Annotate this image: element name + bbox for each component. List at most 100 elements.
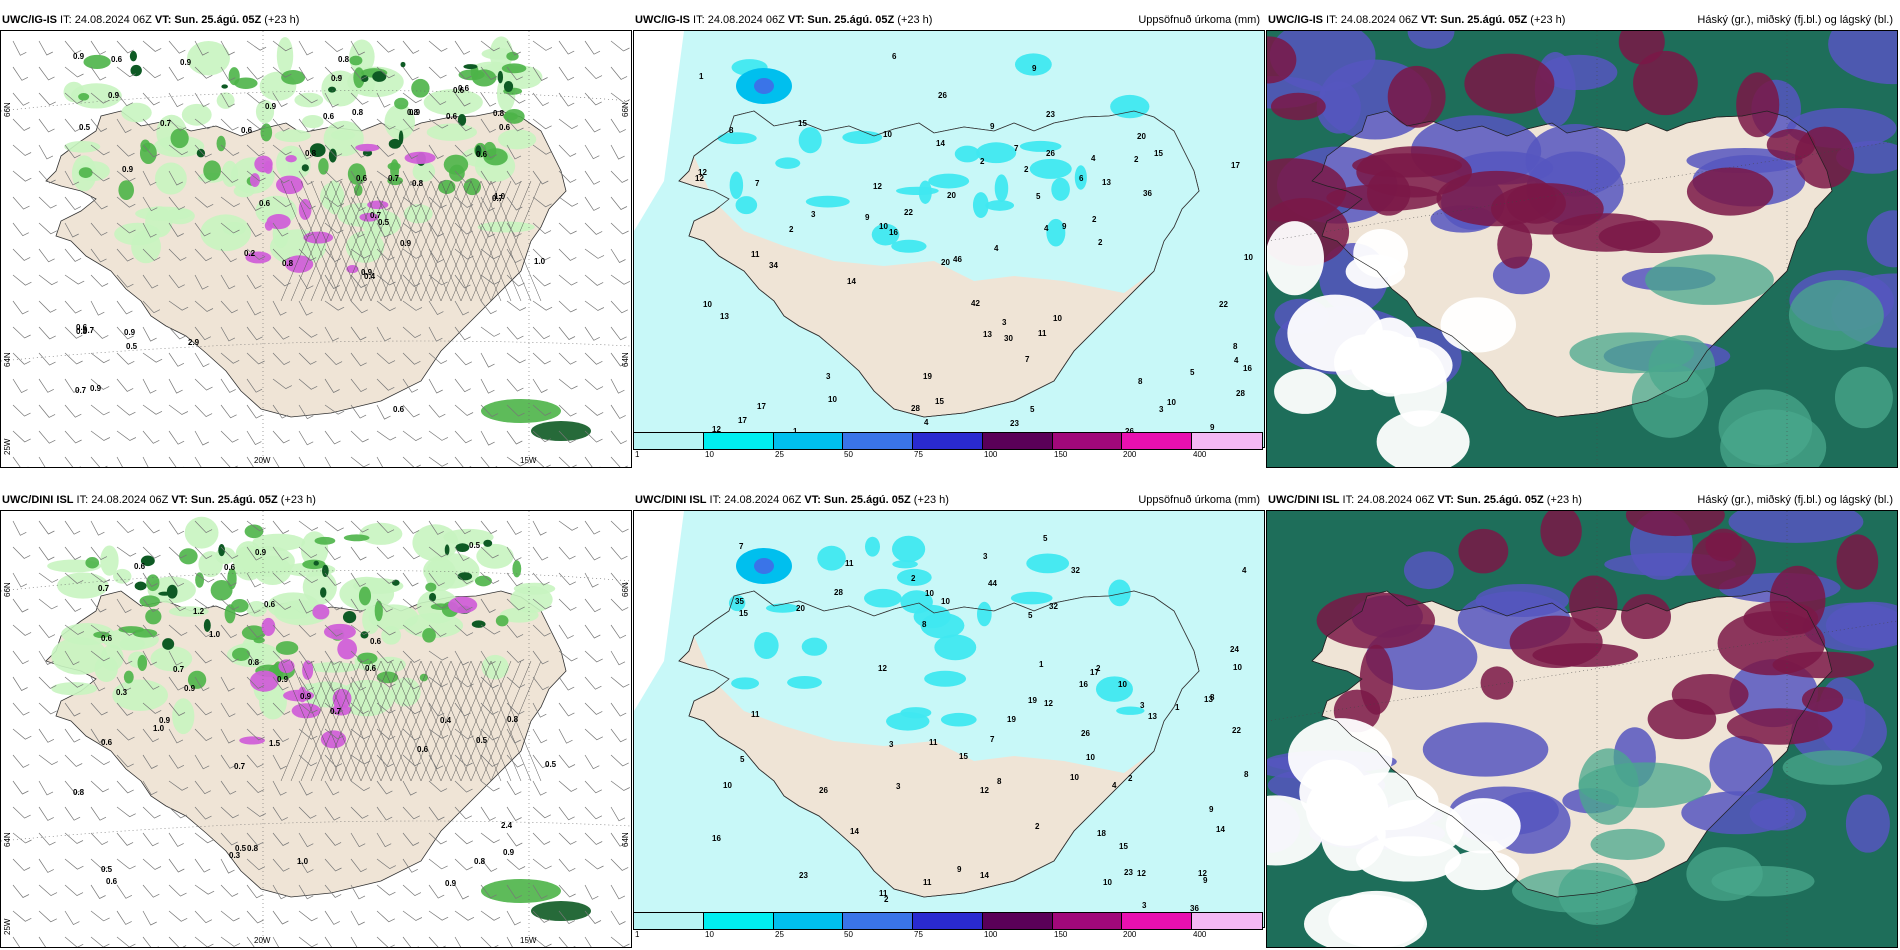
wind-value-label: 0.9 [361, 268, 373, 277]
precip-area-light [181, 103, 212, 126]
wind-value-label: 0.6 [370, 637, 382, 646]
wind-value-label: 1.2 [193, 607, 205, 616]
wind-value-label: 1.0 [209, 630, 221, 639]
precip-area-dark [455, 543, 470, 552]
precip-value-label: 15 [1119, 842, 1128, 851]
wind-panel: UWC/IG-IS IT: 24.08.2024 06Z VT: Sun. 25… [0, 14, 632, 470]
wind-value-label: 0.9 [159, 716, 171, 725]
lat-label: 64N [3, 832, 12, 847]
precip-area-dark [531, 421, 591, 441]
low-cloud-area [1828, 31, 1897, 85]
high-cloud-area [1578, 748, 1639, 825]
snow-area [278, 659, 295, 673]
precip-area-dark [328, 148, 337, 163]
issue-label: IT: 24.08.2024 06Z [1323, 14, 1421, 26]
wind-value-label: 0.6 [453, 86, 465, 95]
low-cloud-area [1749, 797, 1807, 831]
precip-area-mid [314, 536, 336, 545]
precip-value-label: 1 [1175, 703, 1180, 712]
precip-value-label: 14 [980, 871, 989, 880]
colorbar [633, 912, 1263, 930]
wind-value-label: 0.9 [331, 74, 343, 83]
colorbar-tick: 10 [705, 450, 714, 459]
precip-area-mid [216, 135, 226, 152]
precip-field-mid [1095, 676, 1133, 702]
precip-value-label: 10 [941, 597, 950, 606]
lon-label: 25W [3, 918, 12, 935]
wind-value-label: 0.5 [476, 736, 488, 745]
wind-value-label: 0.6 [323, 112, 335, 121]
lon-label: 20W [254, 936, 271, 945]
precip-value-label: 10 [925, 589, 934, 598]
wind-value-label: 0.9 [445, 879, 457, 888]
colorbar-swatch [1052, 913, 1123, 929]
precip-area-light [70, 83, 122, 109]
precip-value-label: 19 [1007, 715, 1016, 724]
precip-value-label: 20 [1137, 132, 1146, 141]
snow-area [355, 143, 380, 152]
cloud-panel: UWC/IG-IS IT: 24.08.2024 06Z VT: Sun. 25… [1266, 14, 1898, 470]
precip-area-mid [78, 93, 90, 101]
panel-title: UWC/IG-IS IT: 24.08.2024 06Z VT: Sun. 25… [1268, 14, 1565, 27]
issue-label: IT: 24.08.2024 06Z [690, 14, 788, 26]
precip-value-label: 8 [1233, 342, 1238, 351]
precip-area-light [221, 160, 239, 188]
precip-value-label: 30 [1004, 334, 1013, 343]
precip-value-label: 3 [983, 552, 988, 561]
precip-area-mid [376, 671, 399, 684]
lat-label: 64N [621, 352, 630, 367]
wind-value-label: 0.6 [356, 174, 368, 183]
wind-value-label: 0.3 [229, 851, 241, 860]
mid-cloud-area [1270, 92, 1326, 121]
precip-area-light [172, 698, 195, 735]
wind-value-label: 0.6 [365, 664, 377, 673]
colorbar-swatch [1192, 913, 1262, 929]
wind-value-label: 0.8 [282, 259, 294, 268]
wind-value-label: 0.7 [330, 707, 342, 716]
precip-field-mid [1029, 158, 1072, 179]
colorbar-tick: 25 [775, 930, 784, 939]
wind-value-label: 0.5 [126, 342, 138, 351]
precip-area-dark [360, 631, 369, 639]
precip-area-dark [497, 70, 504, 84]
wind-value-label: 0.7 [98, 584, 110, 593]
precip-area-light [233, 184, 255, 198]
precip-area-mid [179, 548, 198, 565]
precip-area-mid [506, 51, 519, 61]
wind-value-label: 0.6 [241, 126, 253, 135]
precip-area-dark [158, 591, 171, 596]
colorbar-swatch [1052, 433, 1123, 449]
precip-value-label: 9 [865, 213, 870, 222]
wind-value-label: 0.7 [173, 665, 185, 674]
colorbar-tick: 200 [1123, 930, 1137, 939]
clear-area [1353, 229, 1408, 278]
precip-value-label: 12 [1198, 869, 1207, 878]
high-cloud-area [1648, 335, 1716, 399]
precip-value-label: 12 [1044, 699, 1053, 708]
precip-area-dark [313, 560, 319, 566]
precip-field-mid [787, 675, 822, 689]
precip-value-label: 14 [936, 139, 945, 148]
precip-area-light [135, 206, 193, 221]
precip-area-light [412, 161, 436, 182]
precip-area-mid [145, 608, 162, 625]
precip-value-label: 7 [755, 179, 760, 188]
hatch-overlay [280, 180, 542, 302]
precip-value-label: 8 [922, 620, 927, 629]
precip-value-label: 7 [1025, 355, 1030, 364]
clear-area [1445, 798, 1521, 854]
wind-value-label: 0.6 [111, 55, 123, 64]
low-cloud-area [1539, 54, 1618, 91]
precip-field-mid [817, 545, 846, 571]
precip-area-light [320, 182, 345, 211]
low-cloud-area [1403, 551, 1454, 590]
colorbar-tick: 1 [635, 450, 640, 459]
mid-cloud-area [1497, 220, 1533, 269]
precip-area-light [476, 543, 514, 569]
precip-area-mid [232, 647, 251, 661]
wind-value-label: 0.5 [79, 123, 91, 132]
snow-area [254, 155, 273, 173]
lat-label: 66N [3, 582, 12, 597]
precip-area-dark [328, 86, 337, 93]
lead-label: (+23 h) [894, 14, 933, 26]
